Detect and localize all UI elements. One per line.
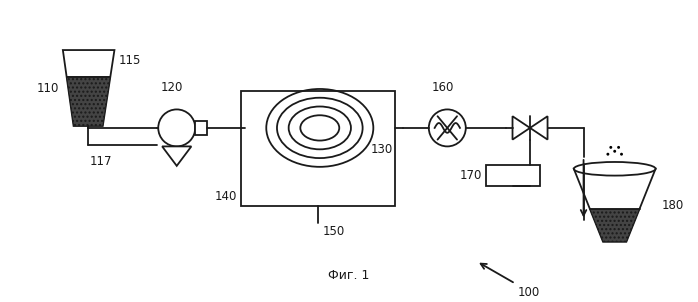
Polygon shape (512, 116, 530, 140)
Text: 170: 170 (460, 169, 482, 182)
Text: 160: 160 (431, 81, 454, 94)
Polygon shape (530, 116, 547, 140)
Circle shape (158, 109, 195, 146)
Text: 117: 117 (90, 155, 112, 168)
Text: 140: 140 (215, 190, 237, 203)
Text: 150: 150 (322, 225, 345, 238)
Text: Фиг. 1: Фиг. 1 (328, 269, 370, 282)
Polygon shape (590, 209, 639, 242)
Bar (487, 165, 540, 186)
Circle shape (614, 150, 616, 153)
Polygon shape (66, 77, 110, 126)
Bar (195, 121, 207, 135)
Circle shape (609, 146, 612, 149)
Text: 180: 180 (662, 199, 683, 212)
Text: 130: 130 (371, 143, 393, 156)
Text: 110: 110 (36, 82, 59, 95)
Bar (241, 91, 395, 206)
Text: 100: 100 (517, 286, 540, 299)
Text: 120: 120 (161, 81, 183, 94)
Circle shape (620, 153, 623, 156)
Circle shape (617, 146, 620, 149)
Polygon shape (162, 146, 191, 166)
Ellipse shape (574, 162, 655, 175)
Circle shape (607, 153, 609, 156)
Circle shape (429, 109, 466, 146)
Text: 115: 115 (119, 54, 141, 67)
Polygon shape (574, 169, 655, 242)
